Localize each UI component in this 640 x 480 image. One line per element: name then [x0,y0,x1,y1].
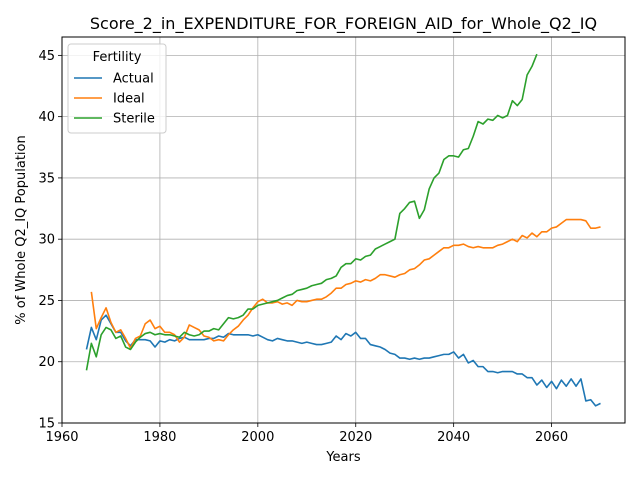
series-line-sterile [85,53,538,371]
y-tick-label: 20 [38,355,55,370]
plot-area-frame [61,36,626,424]
x-tick-label: 1980 [143,430,176,445]
legend-title: Fertility [93,50,142,65]
grid-lines [61,37,625,424]
y-tick-label: 30 [38,233,55,248]
x-tick-label: 2000 [241,430,274,445]
legend: Fertility Actual Ideal Sterile [67,43,167,134]
y-axis-title: % of Whole Q2_IQ Population [14,135,29,324]
x-axis: 1960 1980 2000 2020 2040 2060 [45,423,568,445]
series-line-actual [85,314,601,407]
x-tick-label: 2040 [437,430,470,445]
legend-label-ideal: Ideal [113,92,145,107]
y-tick-label: 45 [38,49,55,64]
y-axis: 15 20 25 30 35 40 45 [38,49,62,432]
y-tick-label: 25 [38,294,55,309]
x-tick-label: 2060 [535,430,568,445]
x-tick-label: 2020 [339,430,372,445]
legend-label-actual: Actual [113,72,154,87]
y-tick-label: 15 [38,417,55,432]
y-tick-label: 40 [38,110,55,125]
x-axis-title: Years [325,450,361,465]
series-lines [85,53,601,407]
y-tick-label: 35 [38,171,55,186]
legend-box [67,43,167,134]
x-tick-label: 1960 [45,430,78,445]
chart-title: Score_2_in_EXPENDITURE_FOR_FOREIGN_AID_f… [90,14,597,34]
legend-label-sterile: Sterile [113,112,155,127]
